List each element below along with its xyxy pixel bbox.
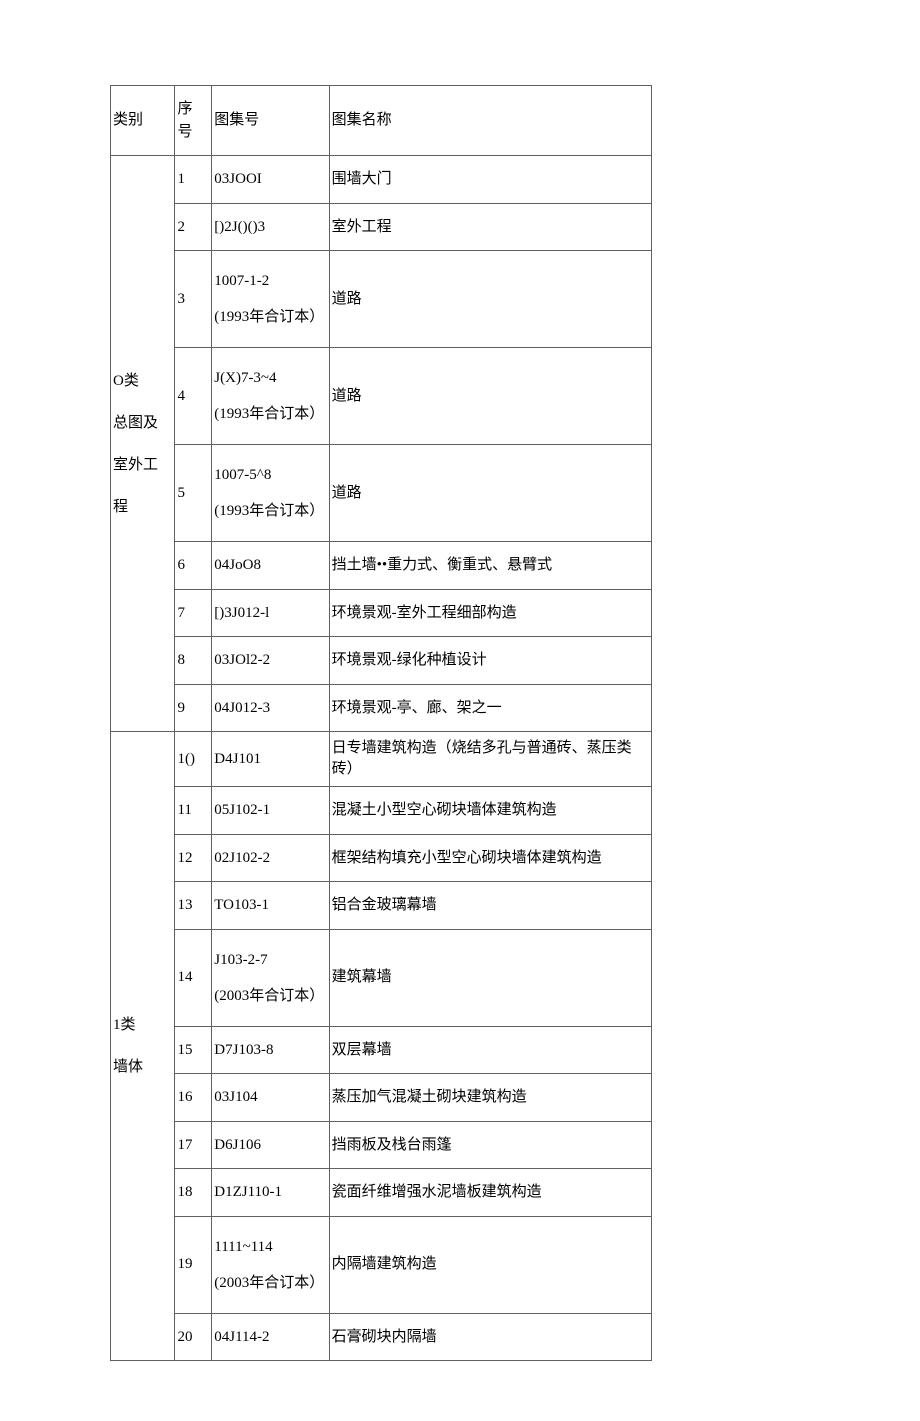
seq-cell: 1 <box>175 156 211 203</box>
seq-cell: 3 <box>175 276 211 323</box>
category-cell: 1类墙体 <box>111 992 174 1100</box>
name-cell: 挡土墙••重力式、衡重式、悬臂式 <box>330 542 651 589</box>
name-cell: 围墙大门 <box>330 156 651 203</box>
category-cell: O类总图及室外工程 <box>111 348 174 540</box>
name-cell: 道路 <box>330 373 651 420</box>
table-row: 604JoO8挡土墙••重力式、衡重式、悬臂式 <box>111 542 652 590</box>
seq-cell: 19 <box>175 1241 211 1288</box>
table-row: 18D1ZJ110-1瓷面纤维增强水泥墙板建筑构造 <box>111 1169 652 1217</box>
catalog-table: 类别序号图集号图集名称O类总图及室外工程103JOOI围墙大门2[)2J()()… <box>110 85 652 1361</box>
seq-cell: 9 <box>175 685 211 732</box>
seq-cell: 2 <box>175 204 211 251</box>
seq-cell: 1() <box>175 736 211 783</box>
table-row: 15D7J103-8双层幕墙 <box>111 1026 652 1074</box>
name-cell: 内隔墙建筑构造 <box>330 1241 651 1288</box>
code-cell: [)3J012-l <box>212 590 328 637</box>
seq-cell: 4 <box>175 373 211 420</box>
header-name: 图集名称 <box>330 97 651 144</box>
header-category: 类别 <box>111 97 174 144</box>
table-row: 803JOl2-2环境景观-绿化种植设计 <box>111 637 652 685</box>
name-cell: 混凝土小型空心砌块墙体建筑构造 <box>330 787 651 834</box>
page: 类别序号图集号图集名称O类总图及室外工程103JOOI围墙大门2[)2J()()… <box>0 0 920 1421</box>
name-cell: 道路 <box>330 276 651 323</box>
seq-cell: 7 <box>175 590 211 637</box>
name-cell: 双层幕墙 <box>330 1027 651 1074</box>
table-row: 1类墙体1()D4J101日专墙建筑构造（烧结多孔与普通砖、蒸压类砖） <box>111 732 652 787</box>
name-cell: 框架结构填充小型空心砌块墙体建筑构造 <box>330 835 651 882</box>
header-seq: 序号 <box>175 86 211 155</box>
code-cell: 04JoO8 <box>212 542 328 589</box>
name-cell: 环境景观-室外工程细部构造 <box>330 590 651 637</box>
table-row: 2004J114-2石膏砌块内隔墙 <box>111 1313 652 1361</box>
code-cell: [)2J()()3 <box>212 204 328 251</box>
name-cell: 蒸压加气混凝土砌块建筑构造 <box>330 1074 651 1121</box>
table-row: O类总图及室外工程103JOOI围墙大门 <box>111 156 652 204</box>
table-row: 31007-1-2(1993年合订本）道路 <box>111 251 652 348</box>
seq-cell: 13 <box>175 882 211 929</box>
table-row: 13TO103-1铝合金玻璃幕墙 <box>111 882 652 930</box>
code-cell: 05J102-1 <box>212 787 328 834</box>
table-row: 1202J102-2框架结构填充小型空心砌块墙体建筑构造 <box>111 834 652 882</box>
code-cell: 03JOOI <box>212 156 328 203</box>
table-row: 7[)3J012-l环境景观-室外工程细部构造 <box>111 589 652 637</box>
table-row: 4J(X)7-3~4(1993年合订本）道路 <box>111 348 652 445</box>
table-row: 1603J104蒸压加气混凝土砌块建筑构造 <box>111 1074 652 1122</box>
name-cell: 道路 <box>330 470 651 517</box>
code-cell: 02J102-2 <box>212 835 328 882</box>
code-cell: D7J103-8 <box>212 1027 328 1074</box>
code-cell: D6J106 <box>212 1122 328 1169</box>
table-row: 17D6J106挡雨板及栈台雨篷 <box>111 1121 652 1169</box>
table-header-row: 类别序号图集号图集名称 <box>111 86 652 156</box>
code-cell: 03JOl2-2 <box>212 637 328 684</box>
seq-cell: 17 <box>175 1122 211 1169</box>
seq-cell: 6 <box>175 542 211 589</box>
table-row: 904J012-3环境景观-亭、廊、架之一 <box>111 684 652 732</box>
code-cell: 04J012-3 <box>212 685 328 732</box>
code-cell: TO103-1 <box>212 882 328 929</box>
seq-cell: 11 <box>175 787 211 834</box>
name-cell: 环境景观-亭、廊、架之一 <box>330 685 651 732</box>
code-cell: 1007-5^8(1993年合订本） <box>212 445 328 541</box>
seq-cell: 5 <box>175 470 211 517</box>
code-cell: J103-2-7(2003年合订本） <box>212 930 328 1026</box>
code-cell: J(X)7-3~4(1993年合订本） <box>212 348 328 444</box>
code-cell: 03J104 <box>212 1074 328 1121</box>
code-cell: 1007-1-2(1993年合订本） <box>212 251 328 347</box>
table-row: 51007-5^8(1993年合订本）道路 <box>111 445 652 542</box>
seq-cell: 16 <box>175 1074 211 1121</box>
table-row: 2[)2J()()3室外工程 <box>111 203 652 251</box>
code-cell: D1ZJ110-1 <box>212 1169 328 1216</box>
seq-cell: 8 <box>175 637 211 684</box>
seq-cell: 20 <box>175 1314 211 1361</box>
table-row: 1105J102-1混凝土小型空心砌块墙体建筑构造 <box>111 787 652 835</box>
name-cell: 石膏砌块内隔墙 <box>330 1314 651 1361</box>
seq-cell: 12 <box>175 835 211 882</box>
name-cell: 铝合金玻璃幕墙 <box>330 882 651 929</box>
code-cell: 04J114-2 <box>212 1314 328 1361</box>
code-cell: D4J101 <box>212 736 328 783</box>
name-cell: 瓷面纤维增强水泥墙板建筑构造 <box>330 1169 651 1216</box>
name-cell: 室外工程 <box>330 204 651 251</box>
seq-cell: 14 <box>175 954 211 1001</box>
name-cell: 日专墙建筑构造（烧结多孔与普通砖、蒸压类砖） <box>330 732 651 786</box>
table-row: 14J103-2-7(2003年合订本）建筑幕墙 <box>111 929 652 1026</box>
name-cell: 挡雨板及栈台雨篷 <box>330 1122 651 1169</box>
seq-cell: 18 <box>175 1169 211 1216</box>
code-cell: 1111~114(2003年合订本） <box>212 1217 328 1313</box>
seq-cell: 15 <box>175 1027 211 1074</box>
header-code: 图集号 <box>212 97 328 144</box>
name-cell: 环境景观-绿化种植设计 <box>330 637 651 684</box>
name-cell: 建筑幕墙 <box>330 954 651 1001</box>
table-row: 191111~114(2003年合订本）内隔墙建筑构造 <box>111 1216 652 1313</box>
